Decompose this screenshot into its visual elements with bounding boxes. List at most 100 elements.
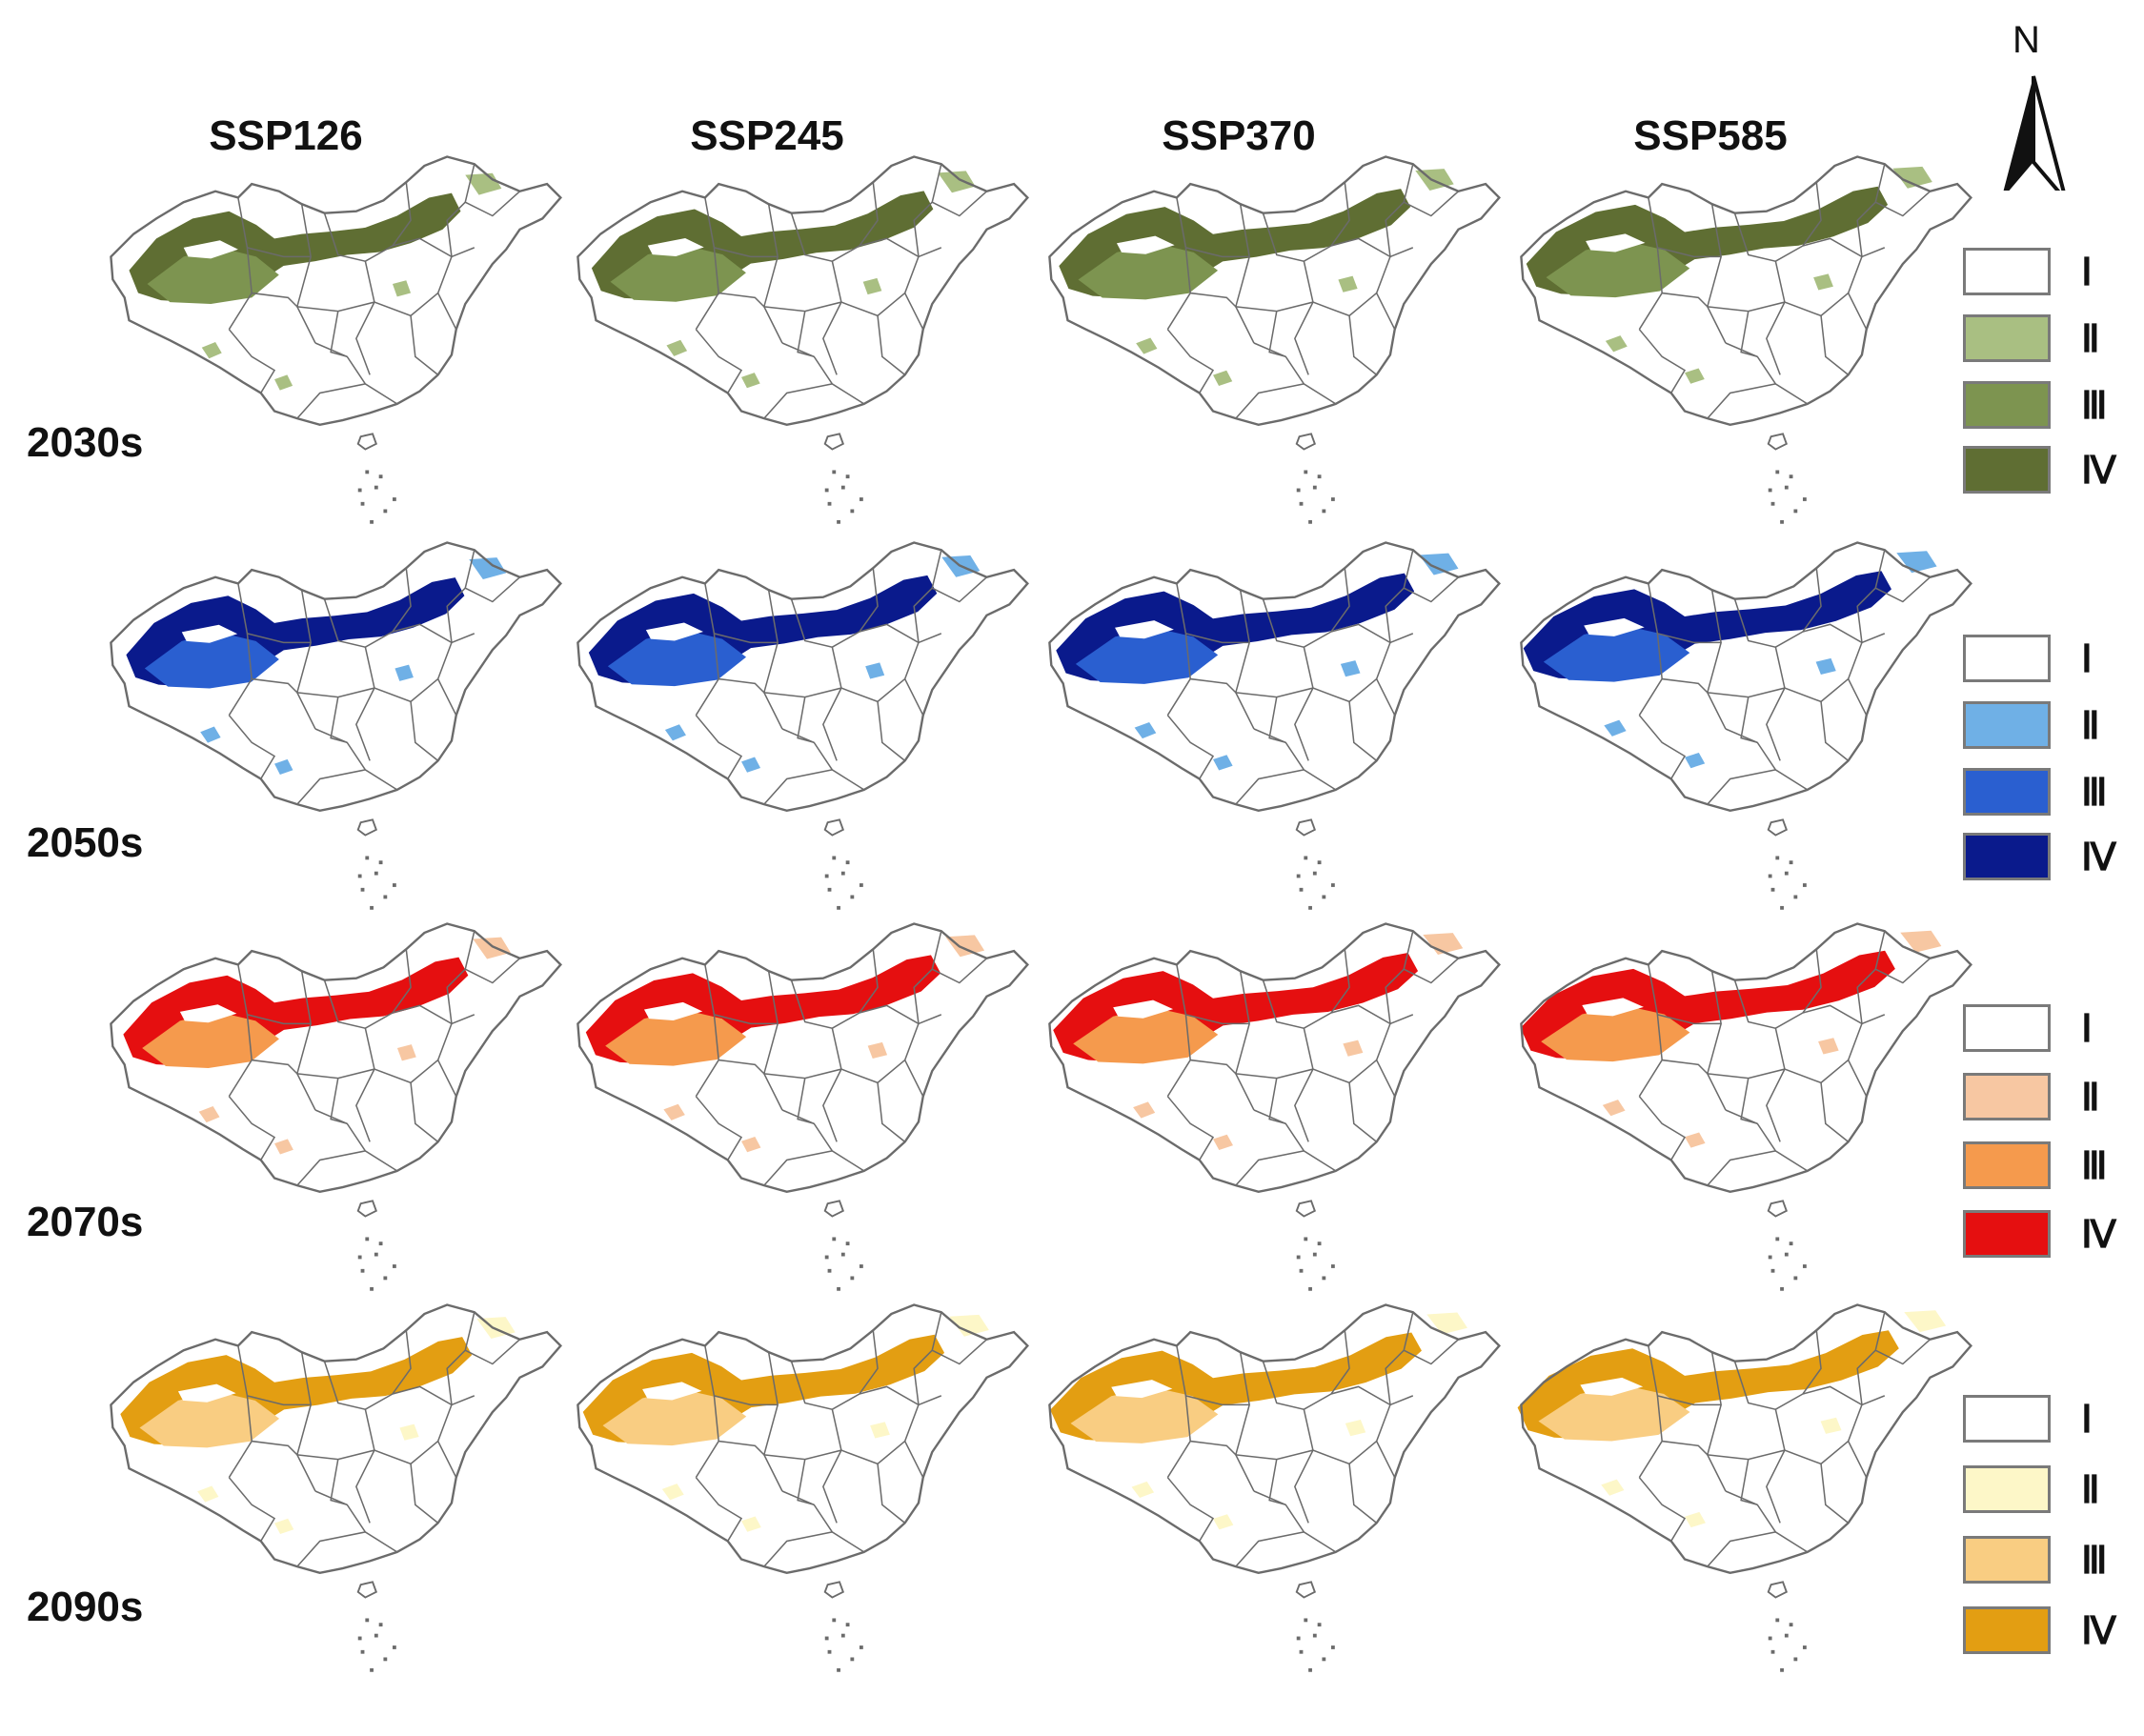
province-boundary (1874, 549, 1931, 603)
legend-label: Ⅰ (2081, 1007, 2093, 1050)
province-boundary (822, 1028, 842, 1142)
province-boundary (763, 769, 833, 805)
province-boundary (247, 1014, 312, 1025)
south-sea-island (824, 488, 829, 493)
legend-label: Ⅱ (2081, 704, 2100, 747)
map-2030s-SSP585 (1501, 148, 1987, 538)
province-boundary (1294, 1409, 1314, 1524)
province-boundary (228, 1477, 276, 1542)
south-sea-island (840, 1633, 845, 1638)
province-boundary (903, 1404, 924, 1479)
south-sea-island (357, 1255, 362, 1260)
province-boundary (695, 964, 719, 1098)
risk-regions (588, 555, 981, 773)
risk-region-ii (1426, 1312, 1467, 1335)
province-boundary (1235, 677, 1378, 703)
province-boundary (296, 589, 316, 730)
province-boundary (695, 715, 743, 779)
province-boundary (1802, 949, 1822, 1014)
south-sea-island (383, 509, 388, 514)
province-boundary (1348, 315, 1378, 375)
province-boundary (913, 1349, 933, 1405)
province-boundary (1662, 1059, 1709, 1075)
map-2050s-SSP126 (91, 534, 576, 924)
legend-label: Ⅲ (2081, 771, 2108, 814)
risk-region-ii (865, 662, 885, 679)
south-sea-island (1789, 1241, 1793, 1246)
legend-label: Ⅳ (2081, 1609, 2116, 1652)
risk-region-ii (862, 277, 882, 295)
legend-label: Ⅰ (2081, 1398, 2093, 1441)
south-sea-island (837, 1286, 840, 1291)
south-sea-island (1330, 1645, 1335, 1649)
province-boundary (1707, 292, 1850, 317)
province-boundary (1638, 964, 1663, 1098)
south-sea-island (1330, 497, 1335, 501)
south-sea-island (832, 856, 837, 860)
province-boundary (247, 1395, 312, 1406)
china-risk-map (1517, 1303, 1973, 1672)
hainan-island (823, 1581, 845, 1599)
south-sea-island (1802, 1264, 1807, 1268)
legend-swatch (1963, 1395, 2051, 1443)
province-boundary (1802, 237, 1886, 258)
south-sea-island (1784, 1252, 1789, 1257)
province-boundary (436, 1023, 457, 1098)
risk-region-ii (274, 1139, 293, 1155)
south-sea-island (1317, 474, 1322, 479)
risk-region-iii (1538, 1384, 1690, 1442)
province-boundary (877, 701, 906, 761)
province-boundary (392, 568, 412, 633)
risk-region-ii (469, 557, 507, 580)
south-sea-island (1330, 883, 1335, 887)
south-sea-island (845, 1241, 850, 1246)
province-boundary (1348, 1463, 1378, 1524)
province-boundary (228, 1345, 253, 1479)
province-boundary (392, 623, 475, 644)
province-boundary (1190, 292, 1237, 308)
province-boundary (1385, 968, 1405, 1024)
south-sea-island (370, 519, 374, 524)
china-risk-map (1048, 155, 1502, 524)
province-boundary (1330, 1385, 1414, 1406)
province-boundary (718, 677, 765, 694)
risk-region-ii (741, 757, 761, 773)
south-sea-island (1780, 1667, 1784, 1672)
province-boundary (323, 598, 394, 648)
province-boundary (1235, 589, 1255, 730)
south-sea-island (1304, 1618, 1308, 1623)
province-boundary (1638, 1096, 1687, 1161)
legend-swatch (1963, 1465, 2051, 1513)
north-arrow: N (1992, 19, 2077, 191)
province-boundary (464, 1311, 520, 1365)
province-boundary (410, 315, 439, 375)
south-sea-island (392, 1264, 396, 1268)
legend-swatch (1963, 701, 2051, 749)
province-boundary (1235, 1150, 1305, 1186)
risk-regions (1056, 553, 1459, 771)
map-2090s-SSP370 (1029, 1296, 1515, 1686)
south-sea-island (845, 474, 850, 479)
risk-region-ii (198, 1105, 220, 1123)
south-sea-island (1308, 1667, 1312, 1672)
province-boundary (714, 247, 779, 258)
south-sea-island (827, 1268, 832, 1273)
south-sea-island (832, 470, 837, 474)
province-boundary (252, 292, 298, 308)
legend-item: Ⅳ (1963, 833, 2134, 886)
south-sea-island (357, 488, 362, 493)
south-sea-island (1322, 1657, 1326, 1662)
legend-item: Ⅰ (1963, 248, 2134, 301)
province-boundary (931, 163, 987, 217)
south-sea-island (365, 1618, 370, 1623)
south-sea-island (378, 474, 383, 479)
south-sea-island (1304, 1237, 1308, 1241)
south-sea-island (1775, 1237, 1780, 1241)
province-boundary (1166, 964, 1191, 1098)
south-sea-island (859, 1264, 863, 1268)
country-boundary (1048, 1303, 1502, 1575)
south-sea-island (374, 1633, 378, 1638)
province-boundary (228, 197, 253, 331)
province-boundary (1802, 182, 1822, 247)
risk-region-ii (1685, 368, 1705, 384)
